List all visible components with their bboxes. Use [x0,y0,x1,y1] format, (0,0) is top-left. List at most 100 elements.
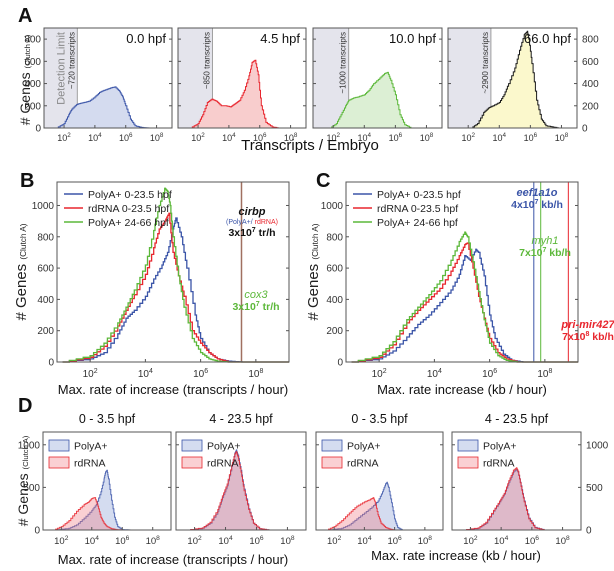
panel-a-subplot-4-ytick-label: 600 [582,57,599,68]
panel-letter-c: C [316,170,330,192]
panel-d-subplot-4-legend-swatch [457,456,479,469]
panel-d-subplot-3-area-rdrna [326,497,395,530]
panel-c-ytick-label: 400 [326,295,343,306]
panel-c-xlabel: Max. rate increase (kb / hour) [377,382,547,397]
panel-d-subplot-3-legend-swatch [321,456,343,469]
panel-c-annotation-eef1a1o-gene: eef1a1o [517,187,558,199]
panel-a-subplot-1-xtick-label: 104 [88,132,102,143]
panel-d-subplot-1-line-rdrna [53,497,123,531]
panel-d-subplot-1-legend-label: PolyA+ [74,441,108,453]
panel-c-ylabel-text: # Genes (Clutch A) [305,223,322,320]
panel-c-ytick-label: 1000 [321,201,344,212]
panel-d-subplot-4-ytick-label: 500 [586,483,603,494]
panel-a-subplot-4-time-label: 66.0 hpf [524,31,571,46]
panel-b-ytick-label: 800 [37,232,54,243]
panel-d-ylabel-text: # Genes (Clutch A) [15,435,31,526]
panel-a-subplot-1-axes [43,27,173,129]
panel-a-subplot-1-xtick-label: 102 [57,132,71,143]
panel-d-subplot-4-ytick-label: 1000 [586,440,609,451]
panel-c-annotation-eef1a1o-rate: 4x107 kb/h [511,199,563,211]
panel-d-subplot-4-area-polya [462,469,545,530]
panel-b-ytick-label: 200 [37,326,54,337]
panel-a-subplot-4-xtick-label: 108 [555,132,569,143]
panel-b-xlabel: Max. rate of increase (transcripts / hou… [58,382,288,397]
panel-a-subplot-2-xtick-label: 102 [191,132,205,143]
panel-d-subplot-2-line-rdrna [186,451,270,531]
panel-c-annotation-pri-mir427-gene: pri-mir427 [560,319,614,331]
panel-d-subplot-3-xtick-label: 108 [418,535,433,547]
panel-b-ylabel: # Genes (Clutch A) [13,223,30,320]
panel-d-subplot-4-xtick-label: 106 [525,535,540,547]
panel-a-subplot-1-detection-text-group: ~720 transcripts [67,32,76,89]
panel-a-subplot-1-detection-limit-group: Detection Limit [55,32,67,105]
panel-c-ylabel: # Genes (Clutch A) [305,223,322,320]
panel-a-subplot-4-ytick-label: 200 [582,101,599,112]
panel-d-subplot-3-legend-label: rdRNA [347,458,379,470]
panel-b-annotation-cirbp-gene: cirbp [239,206,266,218]
panel-a-subplot-3-hist-line [330,71,412,129]
panel-d-subplot-2-legend-swatch [181,439,203,452]
panel-c-annotation-pri-mir427-rate: 7x108 kb/h [562,331,614,343]
panel-c-annotation-myh1-rate: 7x107 kb/h [519,247,571,259]
panel-d-subplot-2-xtick-label: 104 [218,535,233,547]
panel-a-subplot-1-ytick-label: 800 [24,35,41,46]
panel-d-subplot-1-axes [42,431,172,531]
panel-a-subplot-3-time-label: 10.0 hpf [389,31,436,46]
panel-a-subplot-3-xtick-label: 104 [358,132,372,143]
panel-d-subplot-2-legend-label: PolyA+ [207,441,241,453]
panel-d-subplot-2-legend-swatch [181,456,203,469]
panel-d-subplot-4-legend-label: rdRNA [483,458,515,470]
panel-c-axes [345,181,579,363]
panel-d-subplot-4-legend-swatch [457,439,479,452]
panel-a-subplot-3-hist-area [330,72,411,128]
panel-a-subplot-1-hist-line [56,86,150,129]
panel-d-subplot-1-xtick-label: 104 [85,535,100,547]
panel-a-subplot-2-hist-area [190,60,279,129]
panel-d-subplot-2-area-rdrna [186,451,269,530]
panel-c-series-line [351,242,578,363]
panel-a-subplot-2-detection-text: ~850 transcripts [202,32,211,89]
panel-a-subplot-1-ytick-label: 0 [35,124,41,135]
panel-d-subplot-4-legend-label: PolyA+ [483,441,517,453]
panel-b-annotation-cirbp-rate: 3x107 tr/h [228,227,275,239]
panel-b-series-line [62,187,289,363]
panel-b-annotation-cox3-rate: 3x107 tr/h [232,301,279,313]
panel-a-subplot-1-ytick-label: 400 [24,79,41,90]
panel-d-subplot-4-ytick-label: 0 [586,526,592,537]
panel-letter-d: D [18,395,32,417]
panel-a-subplot-1-time-label: 0.0 hpf [126,31,166,46]
panel-c-plot-bg [346,182,578,362]
panel-b-axes [56,181,290,363]
panel-a-subplot-3-axes [312,27,443,129]
panel-d-subplot-1-title: 0 - 3.5 hpf [79,412,136,426]
panel-a-subplot-1-detection-limit-label: Detection Limit [55,32,67,105]
panel-a-subplot-4-detection-text: ~2900 transcripts [481,32,490,94]
panel-b-xtick-label: 108 [248,368,263,380]
panel-d-subplot-1-xtick-label: 102 [54,535,69,547]
panel-a-subplot-4-hist-area [471,31,559,128]
panel-a-subplot-2-time-label: 4.5 hpf [260,31,300,46]
panel-letter-b: B [20,170,34,192]
panel-d-subplot-3-xtick-label: 106 [387,535,402,547]
panel-c-legend-label: rdRNA 0-23.5 hpf [377,203,458,215]
panel-a-subplot-1-hist-area [56,86,149,128]
panel-a-ylabel: # Genes (Clutch A) [17,34,33,125]
panel-d-subplot-1-ytick-label: 500 [23,483,40,494]
panel-d-subplot-4-xtick-label: 108 [555,535,570,547]
panel-a-subplot-4-ytick-label: 400 [582,79,599,90]
panel-d-subplot-1-line-polya [53,469,131,531]
panel-b-annotation-cirbp-detail: (PolyA+/ rdRNA) [226,219,278,226]
panel-c-xtick-label: 104 [427,368,442,380]
panel-b-legend-label: rdRNA 0-23.5 hpf [88,203,169,215]
panel-d-subplot-1-ytick-label: 1000 [18,440,41,451]
panel-d-subplot-4-area-rdrna [462,467,545,530]
panel-c-ytick-label: 600 [326,264,343,275]
panel-d-subplot-1-xtick-label: 108 [146,535,161,547]
panel-a-xlabel: Transcripts / Embryo [241,137,379,154]
panel-c-legend-label: PolyA+ 0-23.5 hpf [377,189,461,201]
panel-d-subplot-3-legend-label: PolyA+ [347,441,381,453]
panel-d-subplot-3-xtick-label: 102 [327,535,342,547]
panel-b-ytick-label: 400 [37,295,54,306]
panel-d-subplot-1-area-polya [53,470,130,530]
